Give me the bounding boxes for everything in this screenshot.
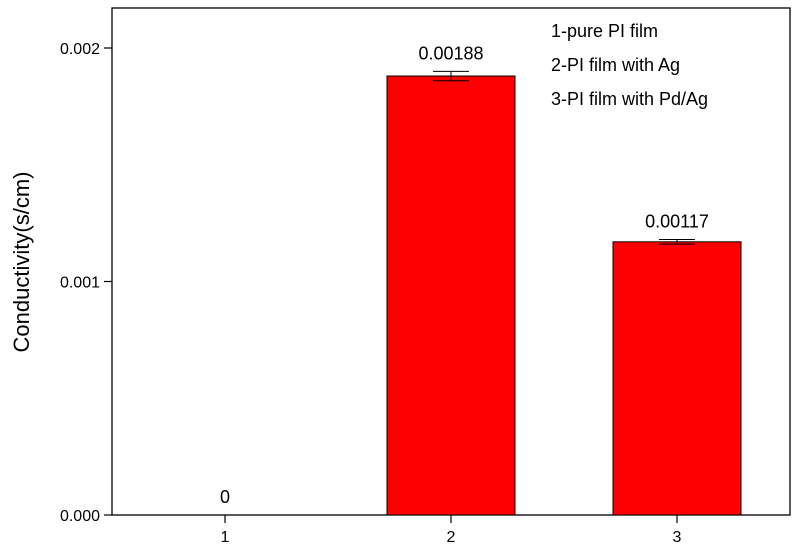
bar [386,75,516,516]
x-tick-label: 1 [221,529,230,546]
data-labels-group: 0 0.00188 0.00117 [220,43,709,507]
y-tick-label: 0.000 [60,508,100,525]
y-tick-label: 0.002 [60,41,100,58]
bar [612,241,742,516]
data-label: 0.00117 [645,211,709,231]
y-axis: 0.000 0.001 0.002 [60,41,112,525]
data-label: 0.00188 [418,43,483,63]
x-tick-label: 2 [447,529,456,546]
y-tick-label: 0.001 [60,275,100,292]
legend: 1-pure PI film 2-PI film with Ag 3-PI fi… [551,21,708,109]
bars-group [386,70,742,516]
x-axis: 1 2 3 [221,515,682,546]
legend-item-3: 3-PI film with Pd/Ag [551,89,708,109]
legend-item-2: 2-PI film with Ag [551,55,680,75]
y-axis-title: Conductivity(s/cm) [9,172,34,353]
data-label: 0 [220,487,230,507]
x-tick-label: 3 [673,529,682,546]
legend-item-1: 1-pure PI film [551,21,658,41]
